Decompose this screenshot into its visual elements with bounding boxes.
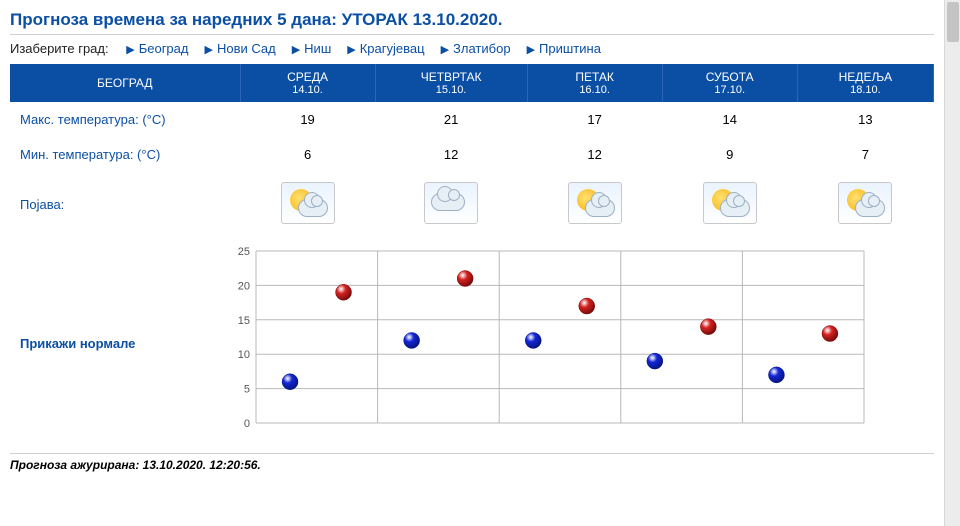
value-cell: 14 [662, 102, 797, 137]
arrow-right-icon: ▶ [126, 44, 134, 56]
row-label: Појава: [10, 172, 240, 237]
arrow-right-icon: ▶ [441, 44, 449, 56]
svg-text:5: 5 [244, 384, 250, 396]
forecast-table: БЕОГРАДСРЕДА14.10.ЧЕТВРТАК15.10.ПЕТАК16.… [10, 64, 934, 237]
city-link[interactable]: ▶Крагујевац [347, 41, 424, 56]
city-link[interactable]: ▶Приштина [527, 41, 601, 56]
weather-icon [424, 182, 478, 224]
arrow-right-icon: ▶ [204, 44, 212, 56]
value-cell: 17 [527, 102, 662, 137]
value-cell: 9 [662, 137, 797, 172]
city-link[interactable]: ▶Ниш [292, 41, 332, 56]
chart-marker [647, 353, 663, 369]
weather-cell [240, 172, 375, 237]
chart-marker [336, 284, 352, 300]
row-label: Мин. температура: (°C) [10, 137, 240, 172]
value-cell: 12 [527, 137, 662, 172]
table-header-city: БЕОГРАД [10, 64, 240, 102]
chart-marker [822, 326, 838, 342]
svg-text:10: 10 [238, 349, 250, 361]
table-row: Макс. температура: (°C)1921171413 [10, 102, 934, 137]
page-title: Прогноза времена за наредних 5 дана: УТО… [10, 10, 934, 30]
chart-marker [768, 367, 784, 383]
city-picker-label: Изаберите град: [10, 41, 109, 56]
chart-marker [579, 298, 595, 314]
toggle-normals-link[interactable]: Прикажи нормале [10, 336, 220, 351]
svg-text:0: 0 [244, 418, 250, 430]
city-link[interactable]: ▶Београд [126, 41, 188, 56]
city-link[interactable]: ▶Златибор [441, 41, 511, 56]
chart-marker [457, 271, 473, 287]
weather-cell [797, 172, 933, 237]
table-row: Појава: [10, 172, 934, 237]
temperature-chart: 0 5 10 15 20 25 [220, 243, 870, 443]
value-cell: 19 [240, 102, 375, 137]
chart-marker [282, 374, 298, 390]
value-cell: 6 [240, 137, 375, 172]
svg-text:15: 15 [238, 315, 250, 327]
weather-cell [527, 172, 662, 237]
value-cell: 13 [797, 102, 933, 137]
vertical-scrollbar[interactable] [944, 0, 960, 526]
city-picker: Изаберите град: ▶Београд ▶Нови Сад ▶Ниш ▶Кр… [10, 41, 934, 56]
table-row: Мин. температура: (°C)6121297 [10, 137, 934, 172]
weather-icon [568, 182, 622, 224]
table-header-day: ЧЕТВРТАК15.10. [375, 64, 527, 102]
arrow-right-icon: ▶ [347, 44, 355, 56]
weather-cell [375, 172, 527, 237]
value-cell: 7 [797, 137, 933, 172]
table-header-day: НЕДЕЉА18.10. [797, 64, 933, 102]
updated-timestamp: Прогноза ажурирана: 13.10.2020. 12:20:56… [10, 453, 934, 472]
weather-icon [281, 182, 335, 224]
weather-icon [838, 182, 892, 224]
scrollbar-thumb[interactable] [947, 2, 959, 42]
table-header-day: ПЕТАК16.10. [527, 64, 662, 102]
value-cell: 21 [375, 102, 527, 137]
table-header-day: СРЕДА14.10. [240, 64, 375, 102]
value-cell: 12 [375, 137, 527, 172]
weather-icon [703, 182, 757, 224]
arrow-right-icon: ▶ [527, 44, 535, 56]
chart-marker [700, 319, 716, 335]
svg-text:25: 25 [238, 246, 250, 258]
chart-marker [404, 332, 420, 348]
svg-text:20: 20 [238, 280, 250, 292]
row-label: Макс. температура: (°C) [10, 102, 240, 137]
chart-marker [525, 332, 541, 348]
arrow-right-icon: ▶ [292, 44, 300, 56]
table-header-day: СУБОТА17.10. [662, 64, 797, 102]
weather-cell [662, 172, 797, 237]
city-link[interactable]: ▶Нови Сад [204, 41, 275, 56]
divider [10, 34, 934, 35]
